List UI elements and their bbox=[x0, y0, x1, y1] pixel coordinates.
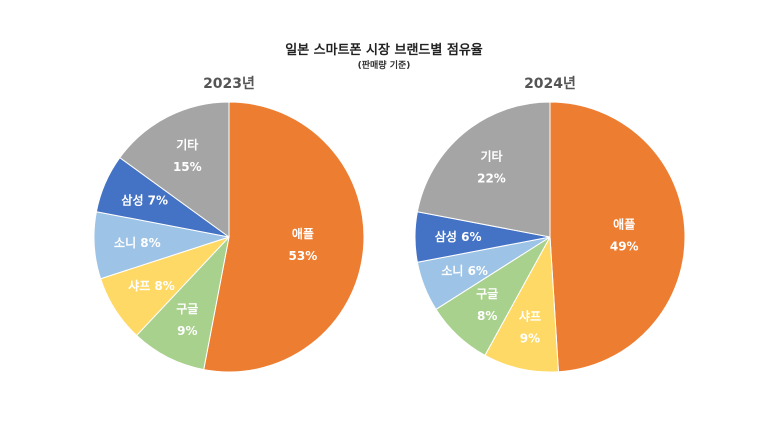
pie-title-2024: 2024년 bbox=[524, 76, 576, 92]
slice-name-1-2: 구글 bbox=[476, 287, 498, 301]
slice-value-1-5: 22% bbox=[477, 171, 506, 185]
slice-label-1-3: 소니 6% bbox=[441, 263, 488, 278]
slice-label-0-4: 삼성 7% bbox=[121, 193, 168, 208]
pie-title-2023: 2023년 bbox=[203, 76, 255, 92]
slice-name-1-5: 기타 bbox=[480, 148, 502, 163]
slice-label-1-4: 삼성 6% bbox=[435, 229, 482, 244]
pie-slice-1-5 bbox=[416, 101, 551, 238]
slice-value-1-1: 9% bbox=[520, 332, 540, 346]
pie-0: 애플 53% 구글 9% 샤프 8% 소니 8% 삼성 7% 기타 15% bbox=[93, 101, 365, 373]
pie-slice-0-5 bbox=[119, 101, 230, 238]
slice-name-0-1: 구글 bbox=[176, 302, 198, 316]
slice-value-0-0: 53% bbox=[289, 249, 318, 263]
chart-subtitle: (판매량 기준) bbox=[357, 61, 411, 71]
pie-slice-0-0 bbox=[203, 101, 365, 373]
slice-label-0-2: 샤프 8% bbox=[128, 278, 175, 293]
slice-name-1-0: 애플 bbox=[613, 217, 635, 232]
slice-name-0-0: 애플 bbox=[292, 226, 314, 241]
pie-slice-1-0 bbox=[549, 101, 686, 373]
chart-title: 일본 스마트폰 시장 브랜드별 점유율 bbox=[285, 43, 483, 58]
slice-value-1-2: 8% bbox=[477, 309, 497, 323]
slice-name-1-1: 샤프 bbox=[519, 309, 541, 324]
slice-name-0-5: 기타 bbox=[176, 137, 198, 152]
slice-value-0-5: 15% bbox=[173, 160, 202, 174]
slice-value-1-0: 49% bbox=[610, 240, 639, 254]
pie-1: 애플 49% 샤프 9% 구글 8% 소니 6% 삼성 6% 기타 22% bbox=[414, 101, 686, 373]
slice-label-0-3: 소니 8% bbox=[114, 235, 161, 250]
slice-value-0-1: 9% bbox=[177, 324, 197, 338]
